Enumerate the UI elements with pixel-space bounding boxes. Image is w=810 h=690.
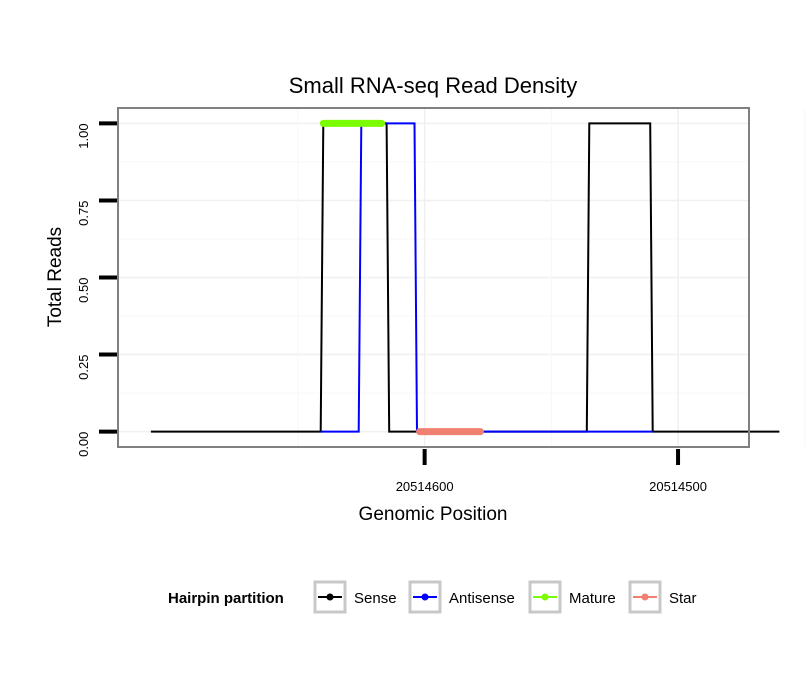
grid: [118, 108, 806, 447]
legend-key-point: [326, 593, 334, 601]
legend-key-box: [528, 580, 562, 614]
legend: Hairpin partition Sense Antisense Mature St…: [168, 580, 697, 614]
x-axis-title: Genomic Position: [359, 504, 508, 525]
y-axis: 0.00 0.25 0.50 0.75 1.00: [76, 121, 117, 457]
y-tick-label: 0.50: [76, 278, 91, 303]
legend-label-star: Star: [669, 590, 697, 607]
y-tick-label: 1.00: [76, 123, 91, 148]
y-tick-label: 0.00: [76, 432, 91, 457]
x-tick-label: 20514600: [396, 479, 454, 494]
legend-title: Hairpin partition: [168, 590, 284, 607]
y-tick-label: 0.25: [76, 355, 91, 380]
chart-title: Small RNA-seq Read Density: [289, 73, 578, 98]
legend-label-antisense: Antisense: [449, 590, 515, 607]
plot-border: [117, 107, 750, 448]
x-tick-label: 20514500: [649, 479, 707, 494]
legend-label-sense: Sense: [354, 590, 397, 607]
y-tick-label: 0.75: [76, 201, 91, 226]
x-axis: 20514600 20514500: [396, 449, 707, 494]
series-layer: [150, 119, 780, 436]
legend-key-point: [541, 593, 549, 601]
legend-key-point: [421, 593, 429, 601]
legend-label-mature: Mature: [569, 590, 616, 607]
legend-key-point: [641, 593, 649, 601]
y-axis-title: Total Reads: [45, 227, 66, 327]
